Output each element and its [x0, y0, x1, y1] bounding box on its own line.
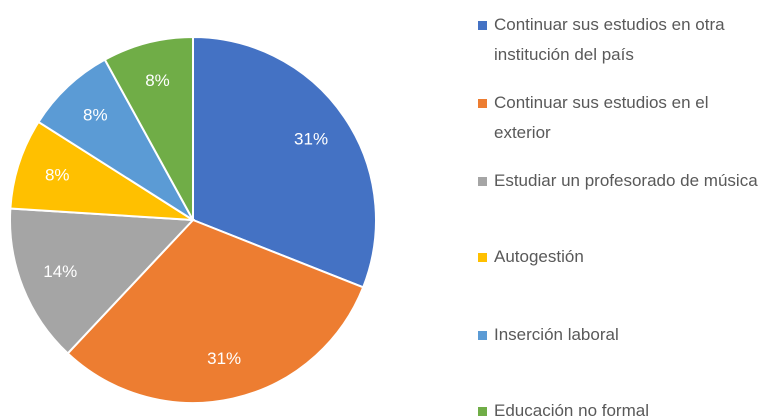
- data-label: 8%: [83, 105, 108, 124]
- pie-slice: [9, 207, 196, 355]
- data-label: 8%: [45, 165, 70, 184]
- legend-label: Educación no formal: [494, 401, 649, 420]
- data-label: 31%: [207, 349, 241, 368]
- data-label: 31%: [294, 129, 328, 148]
- pie-slice: [192, 35, 377, 289]
- data-label: 8%: [145, 71, 170, 90]
- legend-item: Inserción laboral: [478, 320, 768, 350]
- legend-swatch: [478, 21, 487, 30]
- legend-label: Autogestión: [494, 247, 584, 266]
- legend-swatch: [478, 331, 487, 340]
- pie-slice: [66, 218, 365, 404]
- legend-swatch: [478, 407, 487, 416]
- legend-swatch: [478, 177, 487, 186]
- pie-slice: [37, 58, 194, 221]
- legend-label: Inserción laboral: [494, 325, 619, 344]
- legend-item: Continuar sus estudios en el exterior: [478, 88, 768, 148]
- pie-slice: [103, 35, 194, 221]
- legend-swatch: [478, 99, 487, 108]
- legend-label: Continuar sus estudios en el exterior: [494, 93, 709, 142]
- legend-item: Estudiar un profesorado de música: [478, 166, 768, 196]
- legend-label: Continuar sus estudios en otra instituci…: [494, 15, 725, 64]
- data-label: 14%: [43, 262, 77, 281]
- legend-swatch: [478, 253, 487, 262]
- legend-item: Autogestión: [478, 242, 768, 272]
- legend-item: Continuar sus estudios en otra instituci…: [478, 10, 768, 70]
- legend-item: Educación no formal: [478, 396, 768, 420]
- legend-label: Estudiar un profesorado de música: [494, 171, 758, 190]
- pie-slice: [9, 120, 194, 221]
